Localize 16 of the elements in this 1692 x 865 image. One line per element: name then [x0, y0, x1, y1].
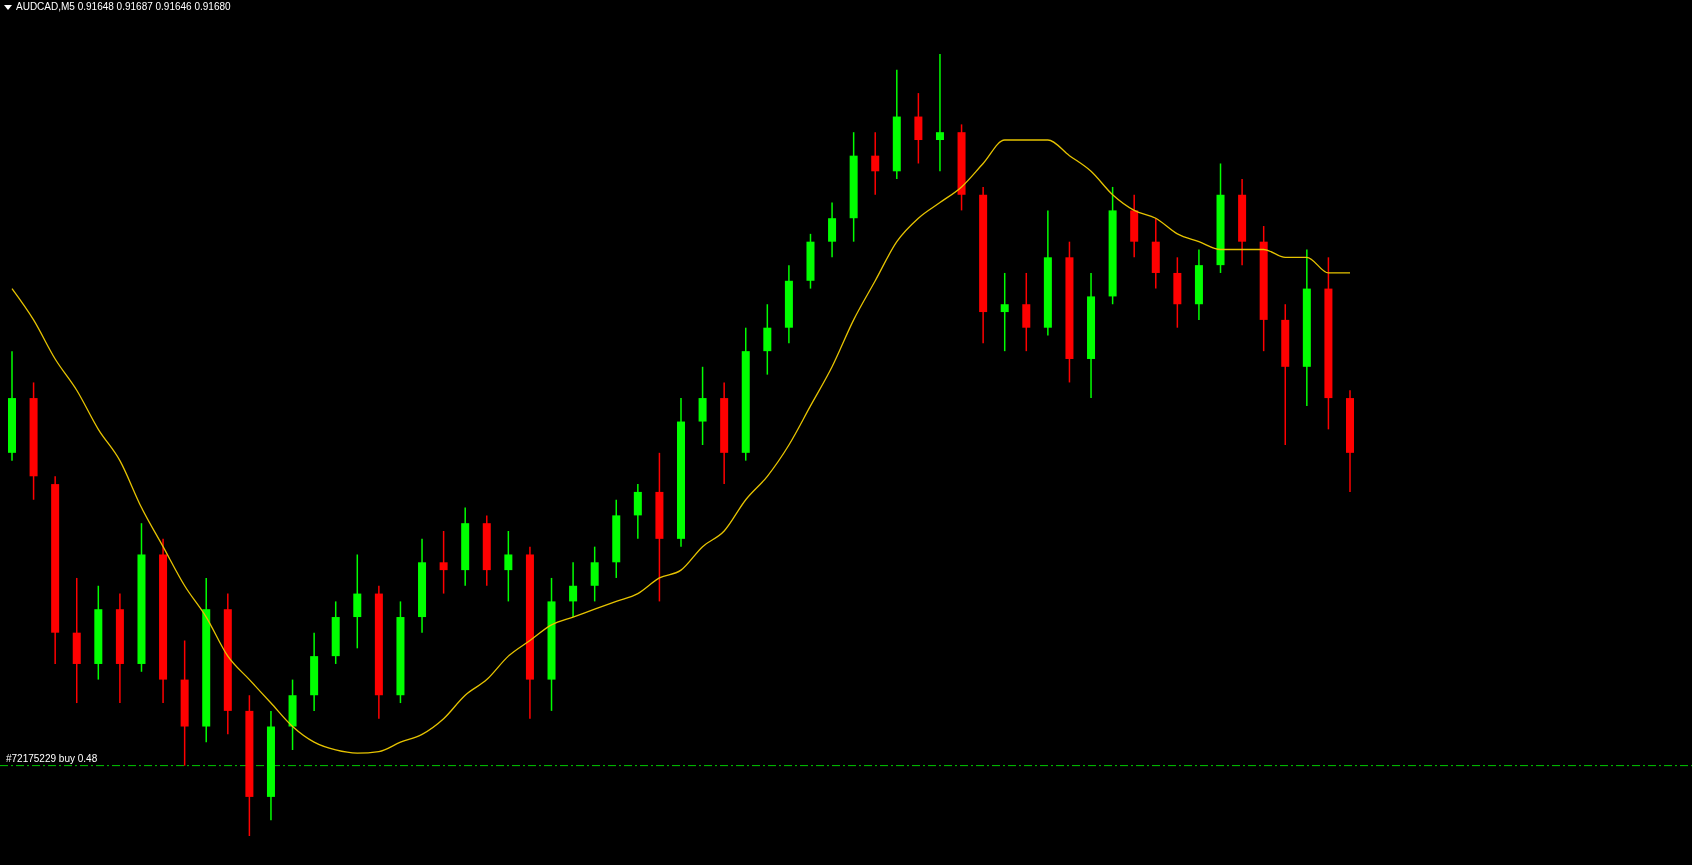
candlestick — [633, 483, 642, 540]
candlestick — [590, 545, 599, 603]
chart-title: AUDCAD,M5 0.91648 0.91687 0.91646 0.91680 — [16, 1, 232, 12]
ref-line-label: #72175229 buy 0.48 — [6, 752, 98, 764]
candlestick — [1000, 272, 1009, 352]
candlestick — [439, 530, 448, 595]
candlestick — [763, 303, 772, 376]
candlestick — [569, 561, 578, 618]
candlestick — [353, 553, 362, 650]
candlestick — [914, 92, 923, 165]
candlestick — [504, 530, 513, 603]
candlestick — [828, 201, 837, 259]
candlestick — [871, 131, 880, 196]
candlestick — [935, 53, 944, 173]
candlestick — [698, 366, 707, 446]
candlestick — [1022, 272, 1031, 352]
